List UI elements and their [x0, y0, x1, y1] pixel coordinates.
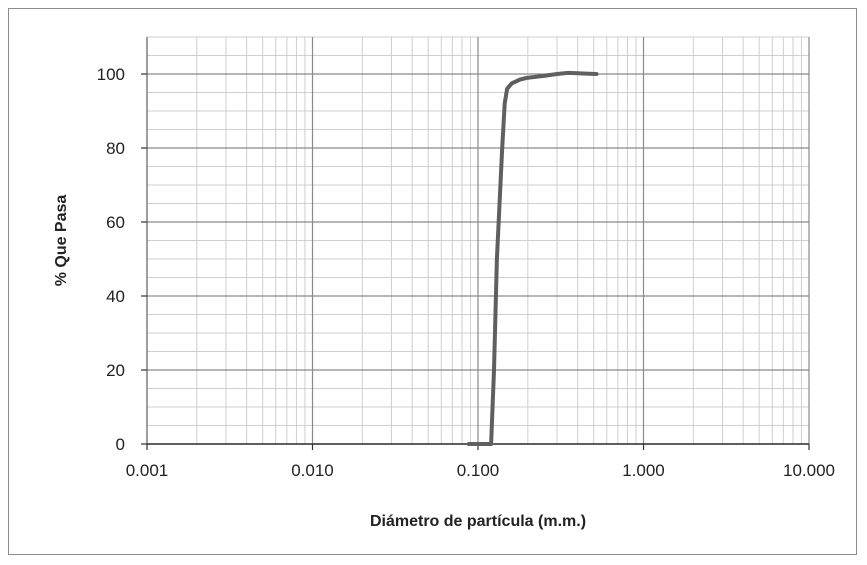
- x-tick-label: 0.010: [291, 461, 334, 480]
- chart-frame: [8, 8, 857, 555]
- y-tick-label: 100: [97, 65, 125, 84]
- y-tick-label: 20: [106, 361, 125, 380]
- data-point: [594, 72, 598, 76]
- data-point: [489, 442, 493, 446]
- grid: [146, 36, 810, 445]
- series: [466, 70, 599, 446]
- data-point: [510, 81, 514, 85]
- data-point: [476, 442, 480, 446]
- data-point: [467, 442, 471, 446]
- y-tick-label: 80: [106, 139, 125, 158]
- y-tick-label: 0: [116, 435, 125, 454]
- data-point: [505, 87, 509, 91]
- data-point: [503, 102, 507, 106]
- data-point: [555, 72, 559, 76]
- data-point: [492, 368, 496, 372]
- data-point: [526, 76, 530, 80]
- tick-labels: 0.001 0.010 0.100 1.000 10.000 0 20 40 60 80 100: [97, 65, 835, 480]
- data-point: [500, 146, 504, 150]
- x-tick-label: 10.000: [783, 461, 835, 480]
- x-tick-label: 1.000: [622, 461, 665, 480]
- y-tick-label: 60: [106, 213, 125, 232]
- data-point: [495, 257, 499, 261]
- x-tick-label: 0.001: [126, 461, 169, 480]
- data-point: [542, 74, 546, 78]
- x-axis-title: Diámetro de partícula (m.m.): [370, 513, 586, 530]
- x-tick-label: 0.100: [457, 461, 500, 480]
- data-point: [576, 71, 580, 75]
- data-point: [518, 78, 522, 82]
- y-tick-label: 40: [106, 287, 125, 306]
- data-point: [584, 72, 588, 76]
- y-axis-title: % Que Pasa: [53, 195, 70, 287]
- data-point: [566, 71, 570, 75]
